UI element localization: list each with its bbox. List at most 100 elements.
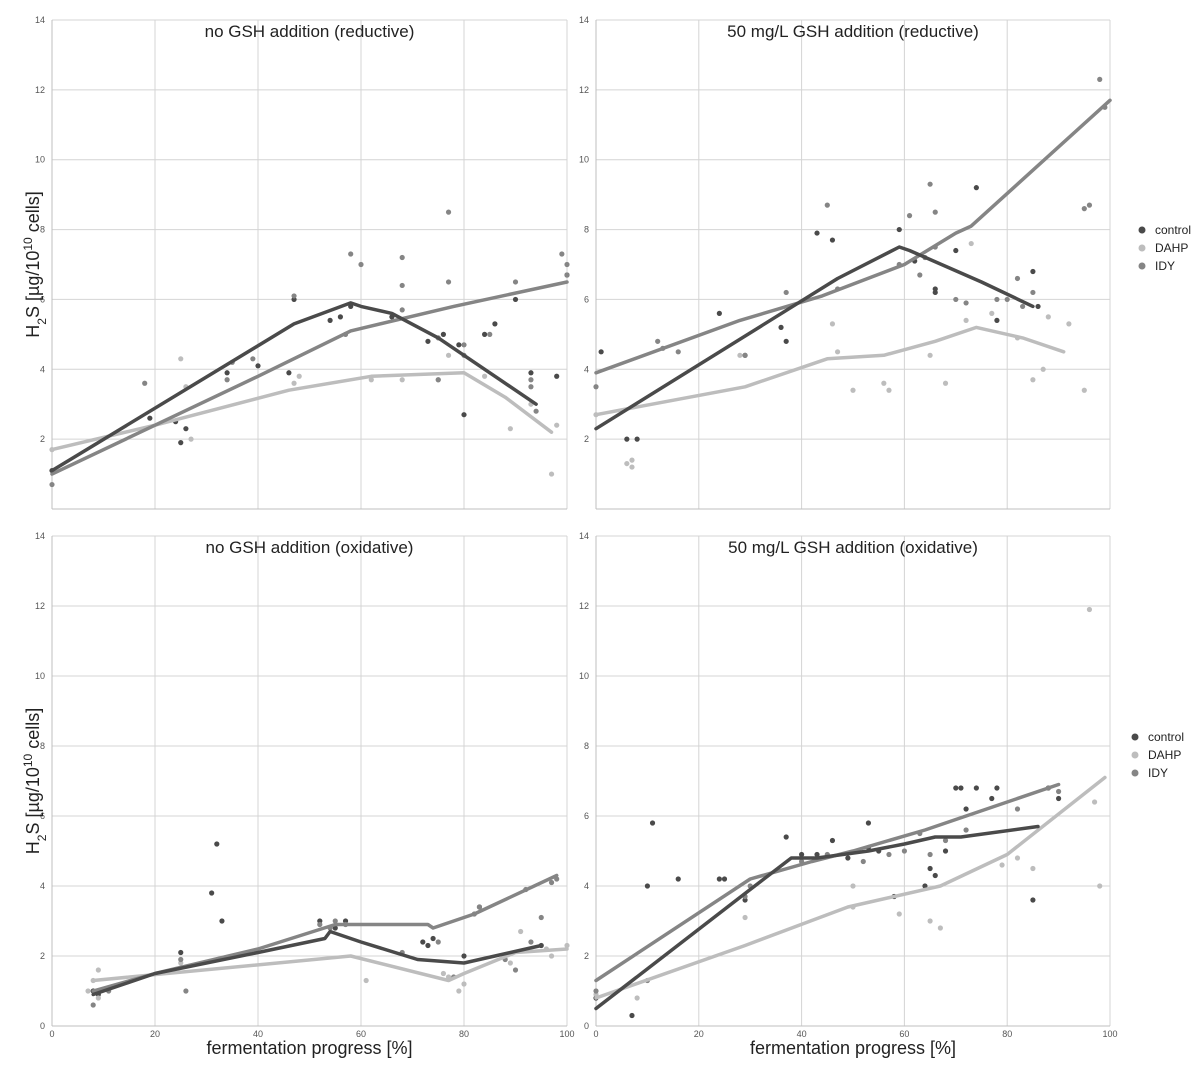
data-point-dahp xyxy=(1097,883,1103,889)
data-point-control xyxy=(721,876,728,882)
data-point-dahp xyxy=(963,317,969,323)
data-point-dahp xyxy=(927,352,933,358)
data-point-control xyxy=(973,785,979,791)
x-tick-label: 20 xyxy=(694,1029,704,1039)
data-point-idy xyxy=(953,296,959,303)
data-point-idy xyxy=(317,921,323,928)
y-axis-title: H2S [µg/1010 cells] xyxy=(21,191,49,337)
data-point-control xyxy=(942,848,949,854)
y-tick-label: 6 xyxy=(584,294,589,304)
data-point-control xyxy=(634,436,640,442)
y-tick-label: 4 xyxy=(40,881,45,891)
chart-panel-4: 0 20 40 60 80 100 2 4 6 8 10 12 14 0 50 mg/L GSH addit… xyxy=(579,531,1118,1058)
x-tick-label: 0 xyxy=(593,1029,598,1039)
panel-title: no GSH addition (oxidative) xyxy=(206,538,414,557)
data-point-idy xyxy=(348,251,354,257)
data-point-idy xyxy=(783,289,789,296)
fit-line-idy xyxy=(594,98,1112,375)
legend-marker-dahp xyxy=(1138,244,1146,252)
data-point-idy xyxy=(528,377,534,383)
data-point-control xyxy=(799,851,805,858)
data-point-dahp xyxy=(1014,855,1021,861)
y-tick-label: 14 xyxy=(579,531,589,541)
data-point-dahp xyxy=(564,942,570,949)
data-point-control xyxy=(337,314,343,320)
data-point-dahp xyxy=(829,321,836,327)
data-point-idy xyxy=(90,1002,96,1008)
legend-marker-control xyxy=(1131,733,1139,741)
y-tick-label: 10 xyxy=(35,671,45,681)
data-point-dahp xyxy=(1066,321,1072,327)
data-point-dahp xyxy=(629,457,635,463)
data-point-idy xyxy=(1030,289,1036,296)
data-point-dahp xyxy=(554,422,560,428)
data-point-idy xyxy=(399,254,405,261)
data-point-control xyxy=(598,349,604,355)
data-point-dahp xyxy=(363,977,369,984)
data-point-control xyxy=(629,1012,635,1019)
data-point-dahp xyxy=(1030,865,1036,872)
y-tick-label: 10 xyxy=(579,671,589,681)
y-tick-label: 6 xyxy=(40,294,45,304)
data-point-idy xyxy=(142,380,148,386)
data-point-control xyxy=(953,247,959,254)
y-tick-label: 14 xyxy=(35,531,45,541)
data-point-idy xyxy=(332,918,338,924)
data-point-idy xyxy=(1014,806,1021,812)
data-point-dahp xyxy=(461,981,467,987)
data-point-control xyxy=(425,942,431,949)
data-point-idy xyxy=(445,209,452,215)
data-point-idy xyxy=(742,352,748,358)
data-point-dahp xyxy=(85,988,91,994)
data-point-idy xyxy=(533,408,539,414)
data-point-dahp xyxy=(1045,314,1051,320)
data-point-idy xyxy=(512,967,519,973)
data-point-dahp xyxy=(368,377,374,383)
data-point-control xyxy=(829,837,836,844)
data-point-control xyxy=(461,953,467,959)
data-point-control xyxy=(922,883,928,889)
data-point-control xyxy=(783,338,789,344)
fit-line-dahp xyxy=(594,325,1066,417)
panel-title: no GSH addition (reductive) xyxy=(205,22,415,41)
data-point-dahp xyxy=(989,310,995,316)
data-point-idy xyxy=(1056,788,1062,795)
data-point-idy xyxy=(528,939,534,945)
y-tick-label: 12 xyxy=(35,85,45,95)
data-point-idy xyxy=(224,377,230,383)
data-point-idy xyxy=(942,837,949,844)
data-point-dahp xyxy=(999,862,1005,868)
y-tick-label: 8 xyxy=(40,225,45,235)
x-tick-label: 60 xyxy=(899,1029,909,1039)
panel-title: 50 mg/L GSH addition (reductive) xyxy=(727,22,979,41)
data-point-idy xyxy=(291,293,297,299)
y-tick-label: 2 xyxy=(40,951,45,961)
data-point-control xyxy=(675,876,681,882)
data-point-idy xyxy=(927,181,933,187)
data-point-dahp xyxy=(942,380,949,386)
y-tick-label: 12 xyxy=(579,601,589,611)
data-point-control xyxy=(958,785,964,791)
data-point-control xyxy=(219,918,225,924)
data-point-dahp xyxy=(742,914,748,921)
x-tick-label: 80 xyxy=(1002,1029,1012,1039)
fit-line-control xyxy=(594,824,1040,1011)
data-point-control xyxy=(865,820,872,826)
data-point-idy xyxy=(461,342,467,348)
data-point-idy xyxy=(435,377,441,383)
y-tick-label: 12 xyxy=(35,601,45,611)
panel-title: 50 mg/L GSH addition (oxidative) xyxy=(728,538,978,557)
data-point-control xyxy=(327,317,333,323)
legend-label-control: control xyxy=(1155,223,1191,237)
data-point-control xyxy=(1035,303,1041,310)
data-point-control xyxy=(183,426,189,432)
data-point-idy xyxy=(564,261,570,268)
data-point-control xyxy=(430,935,436,942)
data-point-dahp xyxy=(968,240,974,247)
data-point-idy xyxy=(675,349,681,355)
data-point-control xyxy=(896,226,902,233)
data-point-control xyxy=(1030,897,1036,903)
data-point-dahp xyxy=(881,380,887,386)
legend-label-dahp: DAHP xyxy=(1148,748,1181,762)
data-point-idy xyxy=(927,851,933,858)
